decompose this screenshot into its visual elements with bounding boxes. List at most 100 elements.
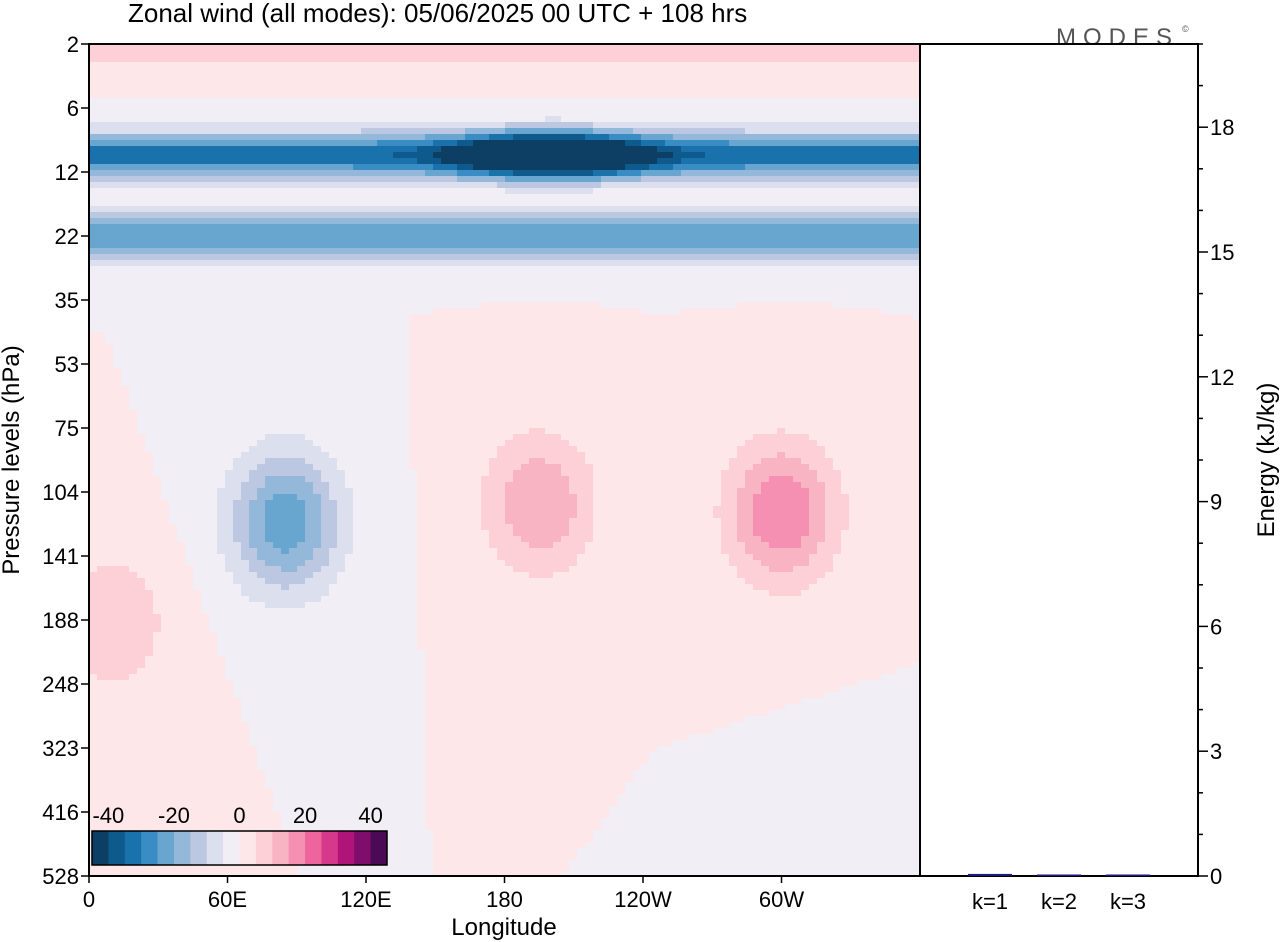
heatmap-cell <box>153 200 162 207</box>
heatmap-cell <box>345 170 354 177</box>
heatmap-cell <box>569 242 578 249</box>
heatmap-cell <box>529 110 538 117</box>
heatmap-cell <box>185 314 194 321</box>
heatmap-cell <box>129 98 138 105</box>
heatmap-cell <box>481 92 490 99</box>
heatmap-cell <box>609 278 618 285</box>
heatmap-cell <box>233 104 242 111</box>
heatmap-cell <box>777 236 786 243</box>
heatmap-cell <box>209 254 218 261</box>
heatmap-cell <box>305 320 314 327</box>
heatmap-cell <box>793 230 802 237</box>
heatmap-cell <box>553 134 562 141</box>
heatmap-cell <box>865 290 874 297</box>
heatmap-cell <box>409 74 418 81</box>
heatmap-cell <box>225 194 234 201</box>
heatmap-cell <box>577 74 586 81</box>
heatmap-cell <box>865 158 874 165</box>
heatmap-cell <box>449 224 458 231</box>
heatmap-cell <box>153 314 162 321</box>
heatmap-cell <box>689 290 698 297</box>
heatmap-cell <box>113 254 122 261</box>
heatmap-cell <box>537 272 546 279</box>
heatmap-cell <box>97 134 106 141</box>
heatmap-cell <box>825 68 834 75</box>
heatmap-cell <box>681 152 690 159</box>
heatmap-cell <box>521 302 530 309</box>
heatmap-cell <box>129 104 138 111</box>
heatmap-cell <box>881 182 890 189</box>
heatmap-cell <box>897 122 906 129</box>
heatmap-cell <box>385 212 394 219</box>
heatmap-cell <box>161 230 170 237</box>
heatmap-cell <box>537 86 546 93</box>
heatmap-cell <box>865 62 874 69</box>
heatmap-cell <box>553 272 562 279</box>
heatmap-cell <box>89 92 98 99</box>
heatmap-cell <box>897 290 906 297</box>
heatmap-cell <box>273 80 282 87</box>
heatmap-cell <box>473 116 482 123</box>
heatmap-cell <box>489 104 498 111</box>
heatmap-cell <box>449 170 458 177</box>
heatmap-cell <box>201 86 210 93</box>
heatmap-cell <box>841 98 850 105</box>
heatmap-cell <box>457 158 466 165</box>
heatmap-cell <box>489 110 498 117</box>
heatmap-cell <box>705 92 714 99</box>
heatmap-cell <box>625 278 634 285</box>
heatmap-cell <box>657 254 666 261</box>
heatmap-cell <box>145 176 154 183</box>
heatmap-cell <box>561 308 570 315</box>
heatmap-cell <box>593 284 602 291</box>
heatmap-cell <box>161 254 170 261</box>
heatmap-cell <box>673 56 682 63</box>
heatmap-cell <box>849 68 858 75</box>
heatmap-cell <box>553 236 562 243</box>
heatmap-cell <box>185 200 194 207</box>
heatmap-cell <box>545 314 554 321</box>
heatmap-cell <box>353 176 362 183</box>
heatmap-cell <box>313 188 322 195</box>
heatmap-cell <box>569 236 578 243</box>
heatmap-cell <box>801 242 810 249</box>
heatmap-cell <box>121 194 130 201</box>
heatmap-cell <box>761 188 770 195</box>
heatmap-cell <box>457 176 466 183</box>
heatmap-cell <box>905 296 914 303</box>
heatmap-cell <box>185 152 194 159</box>
heatmap-cell <box>265 74 274 81</box>
heatmap-cell <box>497 200 506 207</box>
heatmap-cell <box>249 218 258 225</box>
heatmap-cell <box>289 218 298 225</box>
heatmap-cell <box>129 272 138 279</box>
heatmap-cell <box>681 296 690 303</box>
heatmap-cell <box>817 74 826 81</box>
heatmap-cell <box>161 164 170 171</box>
heatmap-cell <box>305 176 314 183</box>
heatmap-cell <box>817 194 826 201</box>
heatmap-cell <box>449 308 458 315</box>
heatmap-cell <box>673 134 682 141</box>
heatmap-cell <box>729 200 738 207</box>
heatmap-cell <box>873 50 882 57</box>
heatmap-cell <box>345 254 354 261</box>
heatmap-cell <box>865 56 874 63</box>
heatmap-cell <box>393 134 402 141</box>
heatmap-cell <box>209 278 218 285</box>
heatmap-cell <box>825 122 834 129</box>
heatmap-cell <box>441 308 450 315</box>
heatmap-cell <box>545 242 554 249</box>
heatmap-cell <box>201 260 210 267</box>
heatmap-cell <box>353 224 362 231</box>
heatmap-cell <box>321 224 330 231</box>
heatmap-cell <box>609 296 618 303</box>
heatmap-cell <box>897 296 906 303</box>
heatmap-cell <box>489 296 498 303</box>
heatmap-cell <box>193 92 202 99</box>
heatmap-cell <box>329 230 338 237</box>
heatmap-cell <box>457 290 466 297</box>
heatmap-cell <box>481 56 490 63</box>
heatmap-cell <box>521 206 530 213</box>
heatmap-cell <box>745 326 754 333</box>
